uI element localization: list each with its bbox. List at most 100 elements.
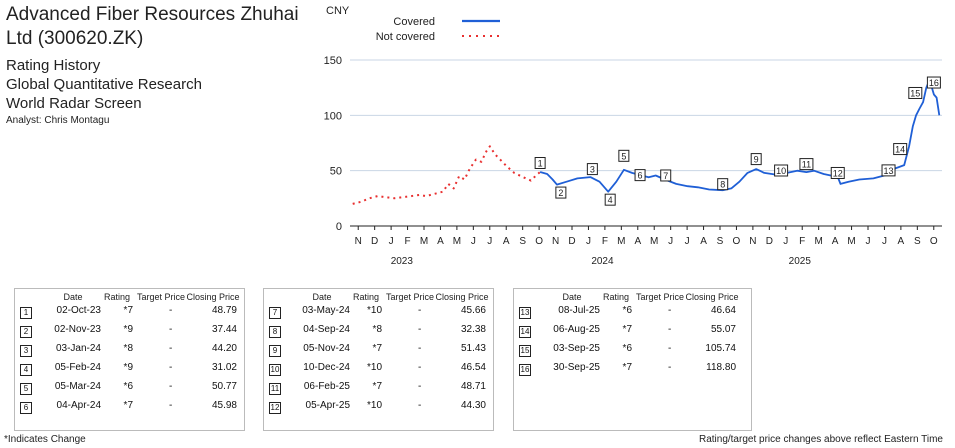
row-rating: *8: [372, 324, 382, 335]
table-row: 9 05-Nov-24 *7 - 51.43: [264, 343, 493, 358]
x-tick-label: J: [668, 236, 673, 247]
rating-marker-label: 6: [638, 171, 643, 181]
year-label: 2023: [391, 256, 414, 267]
row-date: 03-Sep-25: [553, 343, 600, 354]
x-tick-label: N: [749, 236, 756, 247]
row-date: 03-May-24: [302, 305, 350, 316]
x-tick-label: F: [602, 236, 608, 247]
x-tick-label: O: [733, 236, 741, 247]
x-tick-label: D: [766, 236, 773, 247]
row-closing-price: 44.20: [211, 343, 237, 354]
row-number-badge: 10: [269, 364, 281, 376]
row-closing-price: 37.44: [211, 324, 237, 335]
row-target-price: -: [418, 305, 422, 316]
row-rating: *8: [123, 343, 133, 354]
rating-marker-box: [750, 153, 762, 166]
row-rating: *9: [123, 324, 133, 335]
row-date: 05-Apr-25: [305, 400, 350, 411]
table-row: 6 04-Apr-24 *7 - 45.98: [15, 400, 244, 415]
rating-marker-label: 13: [884, 166, 894, 176]
table-row: 10 10-Dec-24 *10 - 46.54: [264, 362, 493, 377]
rating-marker-box: [604, 193, 616, 206]
rating-marker-label: 10: [776, 166, 786, 176]
x-tick-label: J: [487, 236, 492, 247]
x-tick-label: J: [586, 236, 591, 247]
rating-marker-label: 16: [929, 78, 939, 88]
x-tick-label: M: [847, 236, 855, 247]
row-target-price: -: [418, 381, 422, 392]
row-rating: *7: [123, 400, 133, 411]
row-rating: *9: [123, 362, 133, 373]
x-tick-label: M: [650, 236, 658, 247]
row-rating: *6: [622, 305, 632, 316]
row-number-badge: 15: [519, 345, 531, 357]
row-rating: *7: [622, 324, 632, 335]
x-tick-label: A: [503, 236, 510, 247]
row-date: 02-Oct-23: [56, 305, 101, 316]
table-header-rating: Rating: [352, 292, 379, 302]
row-number-badge: 9: [269, 345, 281, 357]
row-target-price: -: [668, 343, 672, 354]
rating-marker-label: 15: [910, 88, 920, 98]
row-date: 04-Apr-24: [56, 400, 101, 411]
x-tick-label: M: [453, 236, 461, 247]
row-number-badge: 5: [20, 383, 32, 395]
row-date: 06-Aug-25: [553, 324, 600, 335]
rating-marker-label: 14: [895, 145, 905, 155]
rating-marker-box: [830, 166, 845, 179]
rating-marker-label: 1: [538, 159, 543, 169]
report-header: Advanced Fiber Resources Zhuhai Ltd (300…: [6, 3, 306, 128]
rating-marker-box: [660, 169, 672, 182]
row-target-price: -: [169, 305, 173, 316]
row-date: 10-Dec-24: [303, 362, 350, 373]
analyst-name: Analyst: Chris Montagu: [6, 115, 110, 126]
row-date: 05-Mar-24: [54, 381, 101, 392]
x-tick-label: N: [355, 236, 362, 247]
rating-marker-label: 8: [720, 180, 725, 190]
legend-label: Covered: [393, 16, 435, 28]
row-rating: *7: [372, 381, 382, 392]
table-header-date: Date: [562, 292, 582, 302]
row-closing-price: 45.66: [460, 305, 486, 316]
rating-table-2: Date Rating Target Price Closing Price 7 03-M…: [263, 288, 494, 431]
table-row: 16 30-Sep-25 *7 - 118.80: [514, 362, 751, 377]
row-closing-price: 48.79: [211, 305, 237, 316]
row-number-badge: 6: [20, 402, 32, 414]
covered-series-line: [539, 79, 941, 193]
x-tick-label: J: [783, 236, 788, 247]
x-tick-label: F: [799, 236, 805, 247]
rating-marker-box: [717, 178, 729, 191]
row-number-badge: 8: [269, 326, 281, 338]
row-rating: *7: [622, 362, 632, 373]
not-covered-series-line: [352, 145, 541, 205]
rating-marker-box: [618, 149, 630, 162]
row-number-badge: 11: [269, 383, 281, 395]
row-target-price: -: [418, 324, 422, 335]
rating-marker-box: [774, 164, 789, 177]
row-closing-price: 55.07: [710, 324, 736, 335]
y-axis-label: CNY: [326, 5, 350, 17]
row-target-price: -: [169, 400, 173, 411]
rating-marker-box: [908, 86, 923, 99]
row-closing-price: 46.64: [710, 305, 736, 316]
row-number-badge: 16: [519, 364, 531, 376]
x-tick-label: M: [420, 236, 428, 247]
table-header-target: Target Price: [635, 292, 685, 302]
subtitle-rating-history: Rating History: [6, 57, 101, 74]
row-target-price: -: [169, 343, 173, 354]
row-date: 05-Nov-24: [303, 343, 350, 354]
x-tick-label: J: [389, 236, 394, 247]
rating-marker-label: 5: [621, 151, 626, 161]
rating-marker-box: [881, 164, 896, 177]
row-date: 05-Feb-24: [54, 362, 101, 373]
rating-marker-box: [555, 186, 567, 199]
rating-table-1: Date Rating Target Price Closing Price 1 02-O…: [14, 288, 245, 431]
row-closing-price: 51.43: [460, 343, 486, 354]
table-row: 14 06-Aug-25 *7 - 55.07: [514, 324, 751, 339]
page-title: Advanced Fiber Resources Zhuhai Ltd (300…: [6, 4, 299, 49]
table-header-target: Target Price: [385, 292, 435, 302]
table-row: 15 03-Sep-25 *6 - 105.74: [514, 343, 751, 358]
row-date: 03-Jan-24: [55, 343, 101, 354]
table-row: 8 04-Sep-24 *8 - 32.38: [264, 324, 493, 339]
